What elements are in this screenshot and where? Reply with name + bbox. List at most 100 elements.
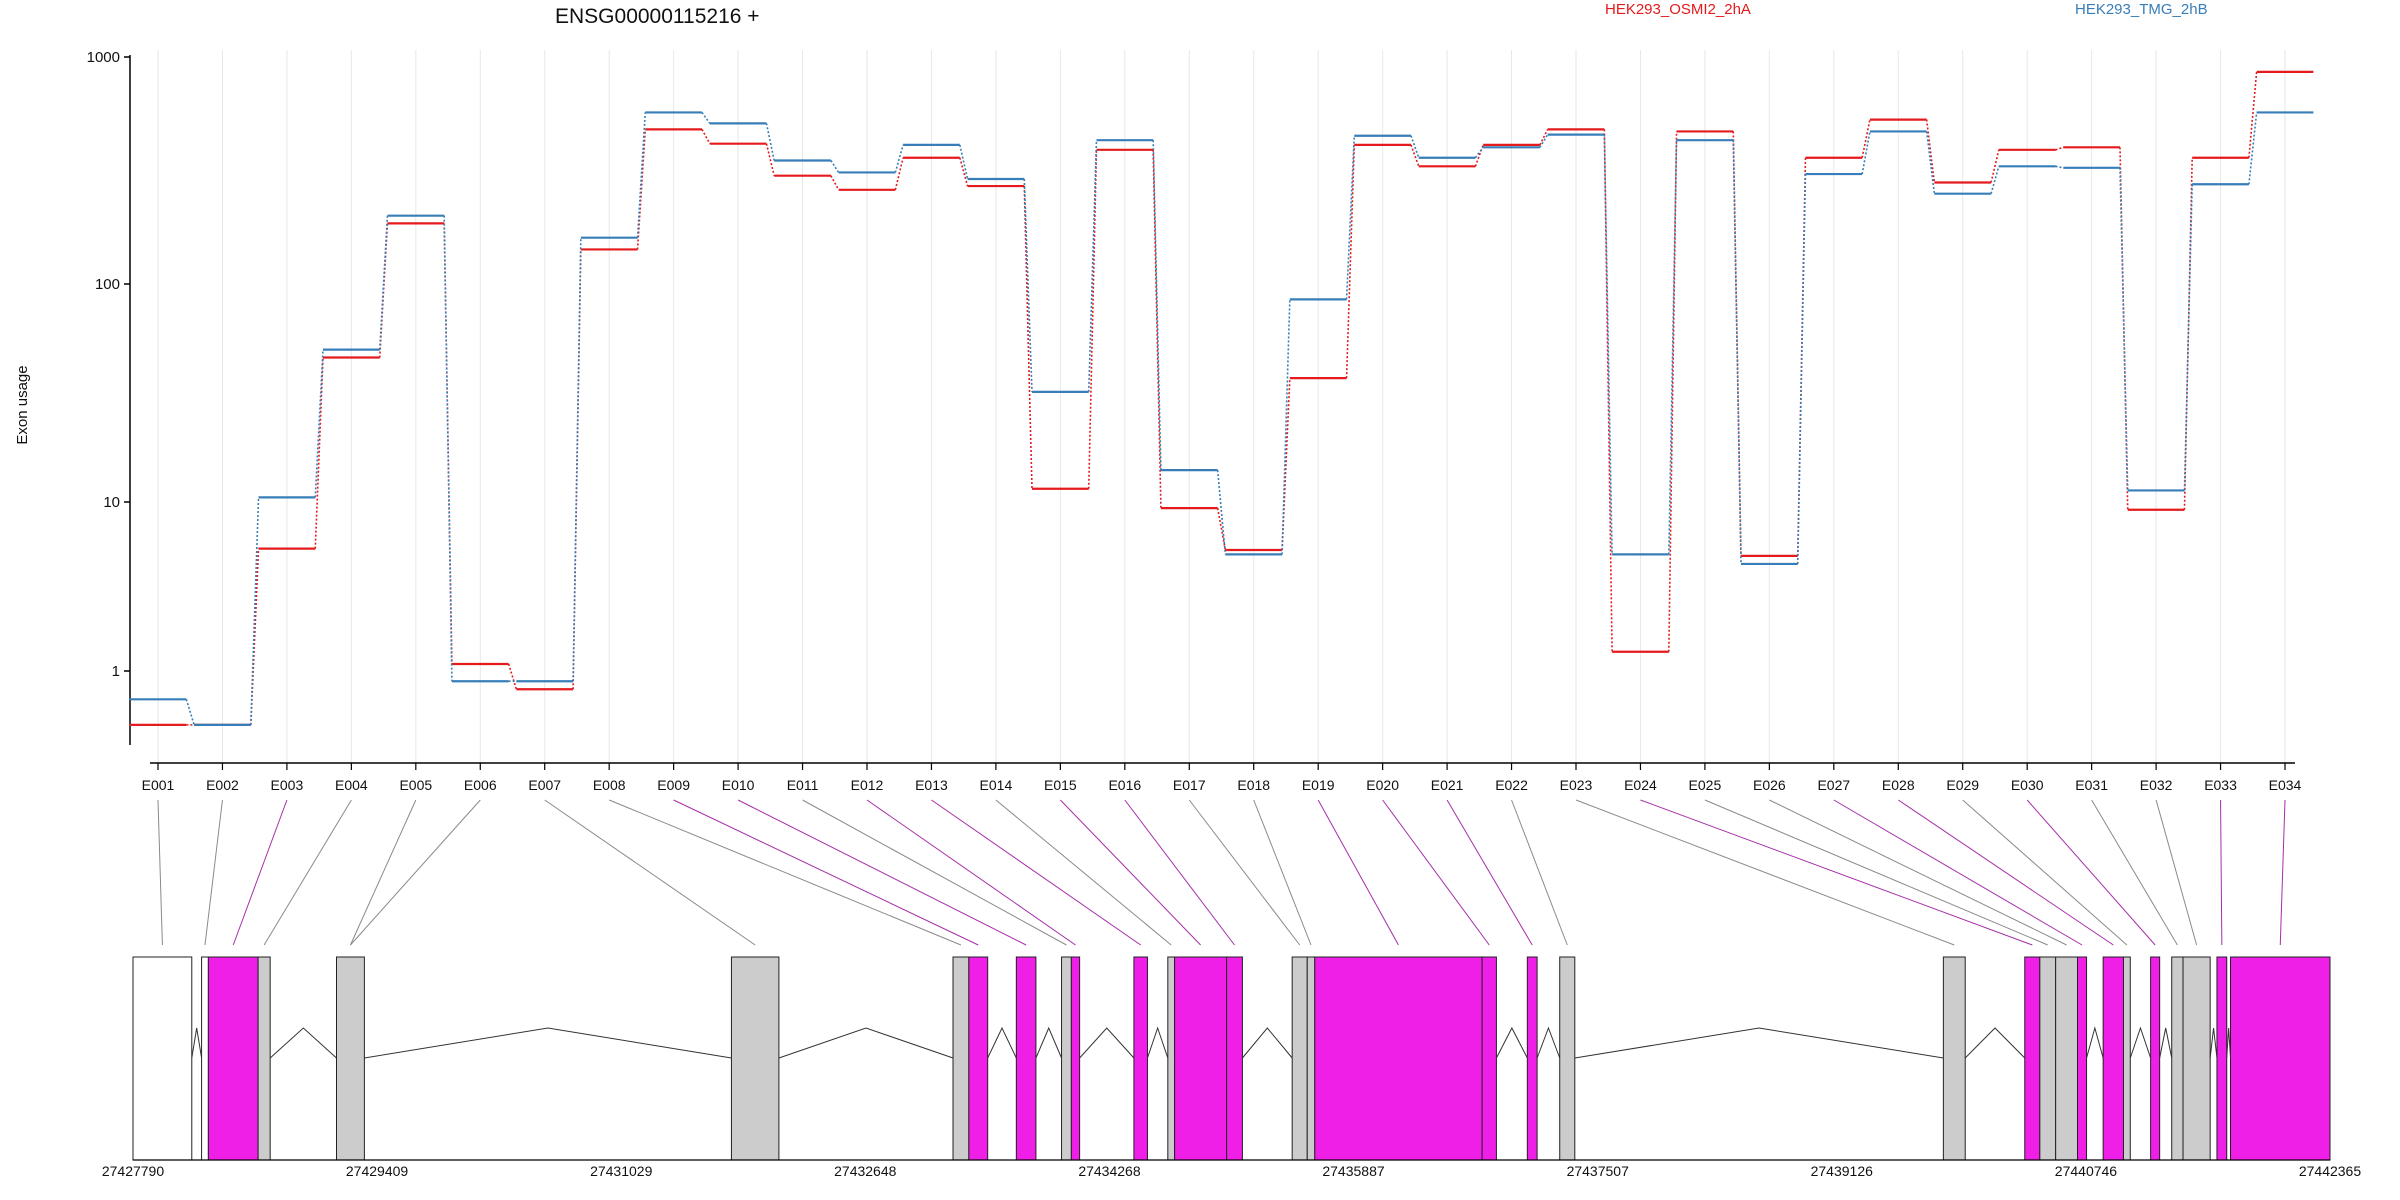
exon-connector xyxy=(1575,799,1955,946)
exon-box xyxy=(2216,956,2228,1161)
x-tick-label: E004 xyxy=(335,777,368,793)
exon-box xyxy=(2230,956,2331,1161)
x-tick-label: E022 xyxy=(1495,777,1528,793)
y-tick-label: 1000 xyxy=(87,49,120,66)
x-tick-label: E018 xyxy=(1237,777,1270,793)
x-tick-label: E025 xyxy=(1689,777,1722,793)
intron-line xyxy=(2159,1027,2173,1059)
x-tick-label: E012 xyxy=(851,777,884,793)
y-axis-label: Exon usage xyxy=(14,365,31,444)
x-tick-label: E030 xyxy=(2011,777,2044,793)
legend-entry-series-1: HEK293_OSMI2_2hA xyxy=(1605,1,1751,18)
x-tick-label: E029 xyxy=(1946,777,1979,793)
series-connector xyxy=(1474,146,1484,159)
series-connector xyxy=(1925,131,1936,194)
exon-connector xyxy=(1897,799,2114,946)
coordinate-label: 27439126 xyxy=(1811,1163,1874,1179)
intron-line xyxy=(1574,1027,1944,1059)
x-tick-label: E005 xyxy=(399,777,432,793)
x-tick-label: E013 xyxy=(915,777,948,793)
exon-connector xyxy=(544,799,756,946)
exon-connector xyxy=(263,799,352,946)
exon-connector xyxy=(866,799,1076,946)
series-connector xyxy=(443,215,453,682)
x-tick-label: E019 xyxy=(1302,777,1335,793)
x-tick-labels: E001 E002 E003 E004 E005 E006 E007 E008 E009 E010… xyxy=(142,777,2302,793)
series-2 xyxy=(129,111,2314,726)
exon-box xyxy=(257,956,271,1161)
series-connector xyxy=(1861,119,1871,158)
exon-connector-lines xyxy=(157,799,2286,946)
exon-connector xyxy=(1833,799,2083,946)
series-connector xyxy=(701,111,711,124)
series-connector xyxy=(1925,119,1936,183)
series-connector xyxy=(572,237,582,682)
grid-lines xyxy=(157,50,2286,763)
coordinate-label: 27432648 xyxy=(834,1163,897,1179)
series-connector xyxy=(2119,167,2129,491)
series-connector xyxy=(1539,129,1549,146)
exon-box xyxy=(2102,956,2124,1161)
series-connector xyxy=(507,663,518,690)
coordinate-label: 27437507 xyxy=(1567,1163,1630,1179)
chart-axes: 1 10 100 1000 xyxy=(87,49,2295,770)
exon-connector xyxy=(1704,799,2048,946)
x-tick-label: E008 xyxy=(593,777,626,793)
exon-connector xyxy=(931,799,1141,946)
series-connector xyxy=(1796,157,1807,556)
series-connector xyxy=(250,548,260,725)
series-connector xyxy=(314,349,324,498)
exon-connector xyxy=(2091,799,2178,946)
series-connector xyxy=(1539,134,1549,148)
series-connector xyxy=(830,175,840,191)
exon-box xyxy=(1133,956,1148,1161)
series-connector xyxy=(1216,507,1227,551)
exon-box xyxy=(968,956,989,1161)
series-connector xyxy=(1152,140,1162,471)
series-connector xyxy=(1861,131,1871,175)
x-tick-label: E017 xyxy=(1173,777,1206,793)
series-connector xyxy=(1796,174,1807,564)
series-connector xyxy=(1990,166,2000,194)
exon-connector xyxy=(1511,799,1568,946)
coordinate-label: 27435887 xyxy=(1322,1163,1385,1179)
exon-box xyxy=(2182,956,2211,1161)
series-connector xyxy=(765,123,775,161)
exon-box xyxy=(132,956,193,1161)
intron-line xyxy=(269,1027,337,1059)
exon-connector xyxy=(1060,799,1201,946)
exon-box xyxy=(1481,956,1497,1161)
intron-line xyxy=(1536,1026,1561,1059)
x-tick-label: E031 xyxy=(2075,777,2108,793)
exon-connector xyxy=(1382,799,1490,946)
gene-model xyxy=(132,956,2331,1161)
exon-box xyxy=(335,956,365,1161)
exon-box xyxy=(2150,956,2161,1161)
intron-line xyxy=(1495,1026,1528,1059)
coordinate-label: 27440746 xyxy=(2055,1163,2118,1179)
series-connector xyxy=(2055,165,2064,169)
series-1 xyxy=(129,70,2314,726)
x-tick-label: E009 xyxy=(657,777,690,793)
exon-connector xyxy=(2026,799,2156,946)
exon-connector xyxy=(802,799,1067,946)
exon-connector xyxy=(1188,799,1301,946)
intron-line xyxy=(778,1027,954,1059)
series-connector xyxy=(1281,378,1291,551)
intron-line xyxy=(987,1026,1017,1059)
exon-box xyxy=(1942,956,1966,1161)
series-connector xyxy=(2183,184,2193,491)
x-tick-label: E015 xyxy=(1044,777,1077,793)
intron-line xyxy=(1079,1027,1135,1059)
intron-line xyxy=(2226,1027,2232,1059)
x-tick-label: E003 xyxy=(271,777,304,793)
x-tick-label: E034 xyxy=(2269,777,2302,793)
exon-connector xyxy=(673,799,979,946)
intron-line xyxy=(2129,1026,2152,1059)
exon-connector xyxy=(1640,799,2033,946)
exon-box xyxy=(730,956,780,1161)
exon-box xyxy=(1559,956,1576,1161)
genomic-coordinate-labels: 27427790 27429409 27431029 27432648 27434268… xyxy=(102,1159,2361,1179)
series-connector xyxy=(894,144,904,173)
intron-line xyxy=(1242,1027,1293,1059)
